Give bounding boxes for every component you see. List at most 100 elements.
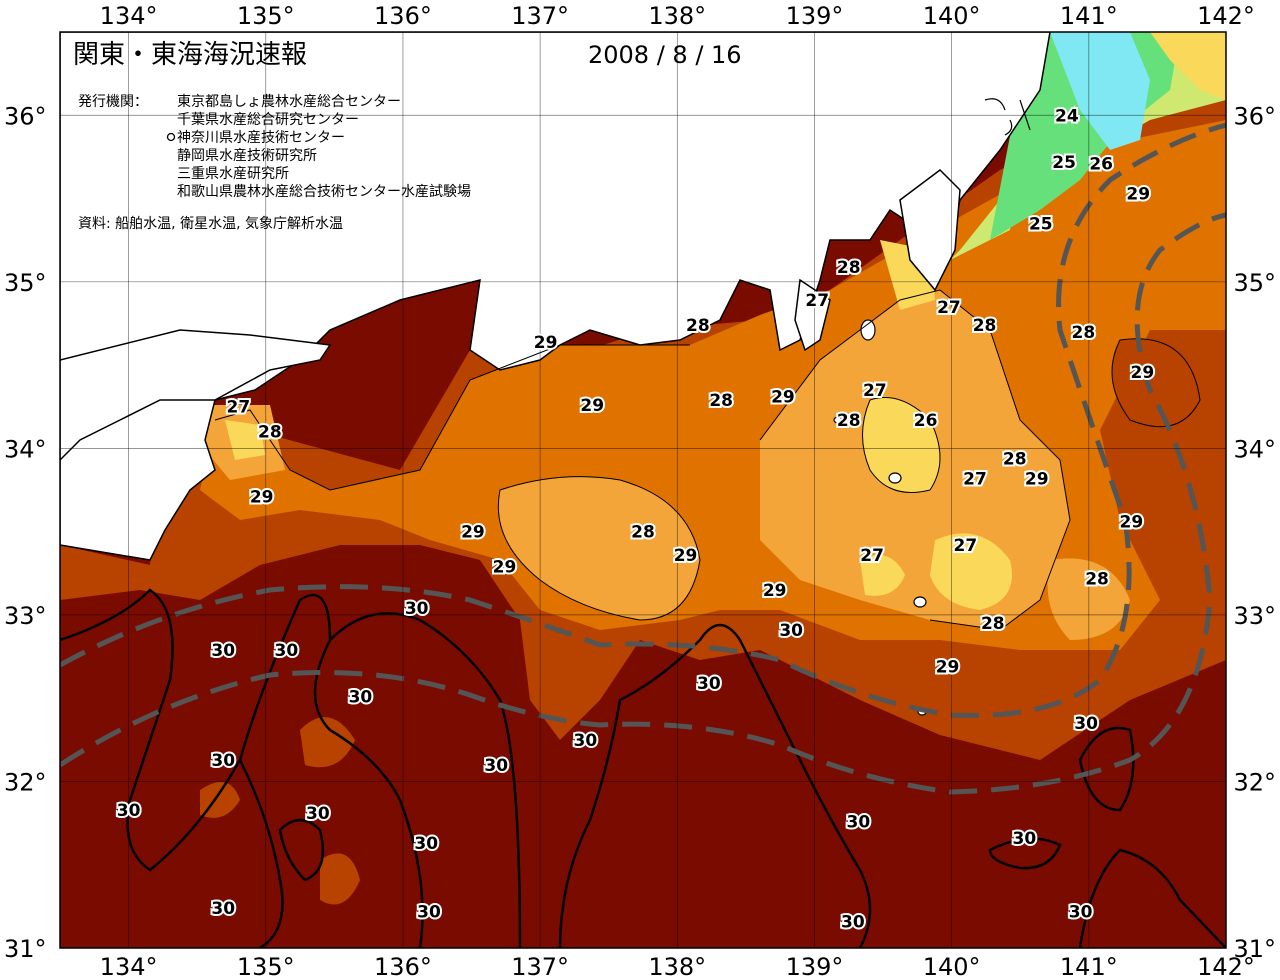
longitude-label: 136°: [374, 953, 432, 980]
isotherm-value-label: 30: [1069, 902, 1093, 922]
isotherm-value-label: 28: [973, 316, 997, 336]
isotherm-30-contours: [60, 588, 1226, 948]
isotherm-value-label: 29: [1025, 469, 1049, 489]
isotherm-value-label: 30: [349, 688, 373, 708]
isotherm-value-label: 29: [1120, 513, 1144, 533]
longitude-label: 137°: [511, 2, 569, 30]
isotherm-value-label: 27: [860, 546, 884, 566]
latitude-label: 31°: [4, 935, 47, 963]
isotherm-value-label: 29: [534, 333, 558, 353]
longitude-label: 137°: [511, 953, 569, 980]
isotherm-value-label: 25: [1052, 153, 1076, 173]
axis-labels: 134° 134° 135° 135° 136° 136° 137° 137° 138° 138°…: [4, 2, 1276, 980]
isotherm-value-label: 25: [1029, 215, 1053, 235]
sst-zone-26-south: [930, 533, 1012, 610]
land-izu-peninsula: [794, 278, 831, 352]
longitude-label: 142°: [1197, 953, 1255, 980]
isotherm-value-label: 27: [963, 469, 987, 489]
longitude-label: 135°: [237, 2, 295, 30]
isotherm-value-label: 28: [631, 523, 655, 543]
isotherm-value-label: 28: [1003, 449, 1027, 469]
land-shikoku: [60, 329, 332, 462]
isotherm-value-label: 30: [841, 912, 865, 932]
sst-zone-23-cyan: [1050, 32, 1150, 150]
isotherm-value-label: 29: [771, 388, 795, 408]
longitude-label: 142°: [1197, 2, 1255, 30]
isotherm-value-label: 29: [461, 523, 485, 543]
agency-item: 三重県水産研究所: [177, 166, 289, 182]
map-date: 2008 / 8 / 16: [588, 41, 742, 69]
isotherm-value-label: 30: [117, 801, 141, 821]
isotherm-value-label: 29: [936, 658, 960, 678]
isotherm-value-label: 30: [484, 756, 508, 776]
latitude-label: 34°: [1233, 435, 1276, 463]
sst-zone-26-north: [1150, 32, 1226, 100]
latitude-label: 36°: [1233, 102, 1276, 130]
data-source-note: 資料: 船舶水温, 衛星水温, 気象庁解析水温: [78, 216, 343, 232]
isotherm-value-label: 27: [226, 398, 250, 418]
isotherm-value-label: 30: [414, 834, 438, 854]
isotherm-value-label: 30: [405, 599, 429, 619]
isotherm-value-label: 28: [258, 423, 282, 443]
isotherm-value-label: 30: [211, 899, 235, 919]
isotherm-value-label: 29: [1126, 185, 1150, 205]
isotherm-value-label: 27: [937, 298, 961, 318]
isotherm-value-label: 29: [580, 396, 604, 416]
latitude-label: 32°: [1233, 768, 1276, 796]
isotherm-value-label: 29: [1130, 363, 1154, 383]
longitude-label: 134°: [100, 953, 158, 980]
land-miyake-island: [913, 596, 927, 608]
isotherm-value-label: 30: [275, 641, 299, 661]
longitude-label: 134°: [100, 2, 158, 30]
isotherm-value-label: 28: [1072, 323, 1096, 343]
isotherm-value-label: 26: [914, 411, 938, 431]
isotherm-value-label: 30: [417, 902, 441, 922]
sst-zone-27-west: [498, 476, 700, 620]
sst-pocket-29-south: [200, 782, 240, 818]
land-boso-peninsula: [899, 169, 961, 292]
latitude-label: 33°: [1233, 602, 1276, 630]
isotherm-value-label: 30: [1074, 714, 1098, 734]
longitude-label: 140°: [923, 953, 981, 980]
agency-marker-icon: [166, 132, 176, 142]
longitude-label: 141°: [1060, 953, 1118, 980]
isotherm-value-label: 29: [493, 558, 517, 578]
isotherm-value-label: 30: [306, 804, 330, 824]
land-niijima-island: [888, 472, 902, 484]
isotherm-value-label: 30: [697, 674, 721, 694]
latitude-label: 35°: [1233, 269, 1276, 297]
land-oshima-island: [860, 319, 876, 341]
sst-pocket-29-west: [300, 717, 355, 768]
isotherm-value-label: 30: [574, 731, 598, 751]
latitude-label: 31°: [1233, 935, 1276, 963]
isotherm-value-label: 28: [837, 411, 861, 431]
agency-item: 静岡県水産技術研究所: [177, 148, 317, 164]
agency-item: 千葉県水産総合研究センター: [177, 112, 359, 128]
latitude-label: 36°: [4, 102, 47, 130]
isotherm-value-label: 28: [709, 391, 733, 411]
isotherm-value-label: 30: [1013, 829, 1037, 849]
isotherm-value-label: 27: [805, 291, 829, 311]
latitude-label: 33°: [4, 602, 47, 630]
isotherm-value-label: 28: [1085, 569, 1109, 589]
isotherm-value-label: 30: [211, 751, 235, 771]
isotherm-value-label: 26: [1089, 155, 1113, 175]
kuroshio-axis: [60, 122, 1226, 795]
isotherm-value-label: 29: [763, 581, 787, 601]
longitude-label: 138°: [648, 2, 706, 30]
longitude-label: 141°: [1060, 2, 1118, 30]
sst-zone-26-bay: [225, 420, 265, 460]
isotherm-value-label: 28: [837, 258, 861, 278]
isotherm-value-label: 24: [1055, 106, 1079, 126]
isotherm-value-label: 29: [674, 546, 698, 566]
longitude-label: 139°: [786, 953, 844, 980]
longitude-label: 135°: [237, 953, 295, 980]
map-title: 関東・東海海況速報: [73, 40, 307, 70]
isotherm-value-label: 28: [981, 614, 1005, 634]
agency-item: 和歌山県農林水産総合技術センター水産試験場: [177, 184, 471, 200]
isotherm-value-label: 30: [847, 812, 871, 832]
isotherm-value-label: 30: [211, 641, 235, 661]
latitude-label: 34°: [4, 435, 47, 463]
